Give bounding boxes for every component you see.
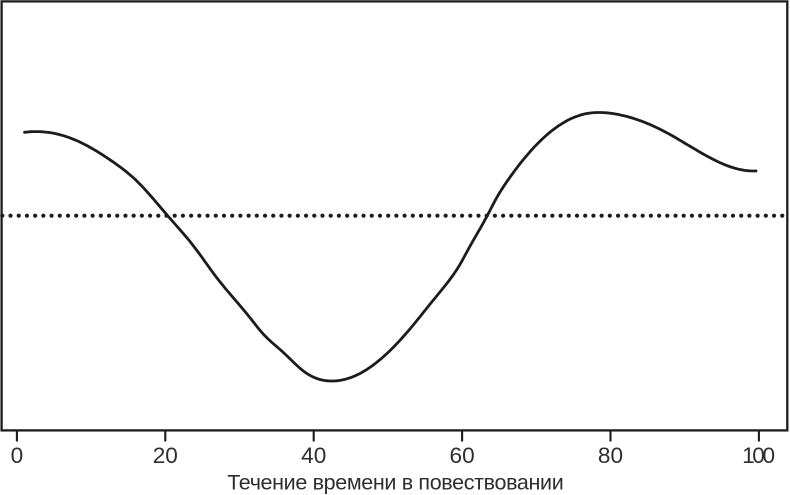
svg-text:20: 20 — [153, 443, 178, 468]
svg-text:60: 60 — [450, 443, 475, 468]
svg-text:100: 100 — [742, 443, 774, 468]
svg-text:40: 40 — [301, 443, 326, 468]
svg-text:Течение времени в повествовани: Течение времени в повествовании — [227, 471, 563, 495]
svg-text:80: 80 — [598, 443, 623, 468]
svg-text:0: 0 — [11, 443, 24, 468]
